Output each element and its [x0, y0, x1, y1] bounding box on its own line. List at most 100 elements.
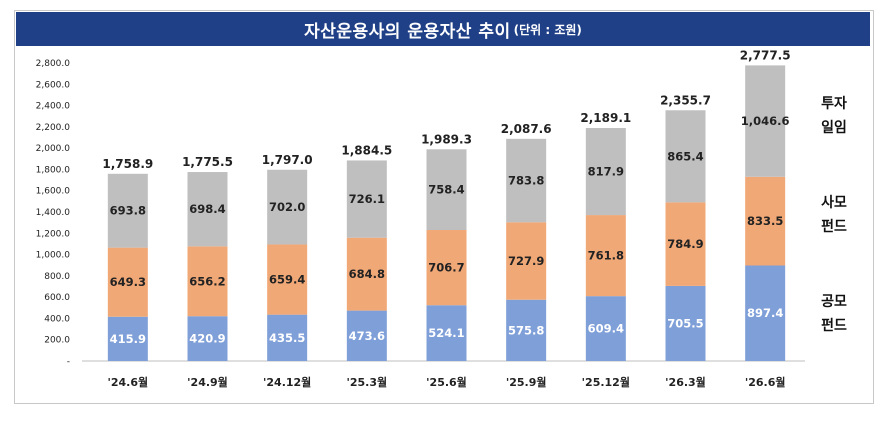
bar-label-public: 524.1 [428, 326, 464, 340]
bar-total-label: 1,775.5 [182, 155, 233, 169]
bar-segment-investment [585, 128, 626, 216]
bar-segment-investment [267, 169, 308, 245]
bar-total-label: 2,355.7 [660, 93, 711, 107]
bar-label-private: 649.3 [110, 275, 146, 289]
bar-segment-public [426, 305, 467, 361]
bar-label-private: 656.2 [189, 274, 225, 288]
legend-investment-line2: 일임 [821, 120, 847, 136]
y-tick-label: 1,800.0 [36, 165, 71, 175]
y-tick-label: 2,200.0 [36, 123, 71, 133]
bar-segment-investment [346, 160, 387, 238]
bar-total-label: 1,989.3 [421, 132, 472, 146]
bar-label-public: 473.6 [349, 329, 385, 343]
bar-label-public: 705.5 [667, 316, 703, 330]
bar-label-investment: 758.4 [428, 183, 464, 197]
y-tick-label: 600.0 [44, 293, 70, 303]
x-tick-label: '26.3월 [665, 375, 706, 389]
bar-segment-public [665, 285, 706, 361]
y-tick-label: 2,000.0 [36, 144, 71, 154]
bar-segment-private [745, 176, 786, 266]
bar-segment-private [346, 237, 387, 311]
x-tick-label: '24.12월 [263, 375, 311, 389]
y-tick-label: 2,600.0 [36, 80, 71, 90]
bars: 415.9 649.3 693.8 1,758.9 420.9 656.2 698.4 1,7… [102, 48, 791, 361]
y-tick-label: 2,800.0 [36, 59, 71, 69]
y-tick-label: 800.0 [44, 272, 70, 282]
bar-label-investment: 783.8 [508, 174, 544, 188]
x-tick-label: '24.9월 [187, 375, 228, 389]
x-tick-label: '24.6월 [108, 375, 149, 389]
legend-investment-line1: 투자 [821, 96, 847, 112]
bar-total-label: 1,884.5 [341, 143, 392, 157]
bar-total-label: 1,758.9 [102, 157, 153, 171]
chart-title-bar: 자산운용사의 운용자산 추이 (단위 : 조원) [16, 12, 870, 46]
bar-segment-private [187, 246, 228, 317]
bar-label-public: 415.9 [110, 332, 146, 346]
legend-investment: 투자 일임 [812, 92, 856, 140]
chart-title: 자산운용사의 운용자산 추이 [304, 21, 511, 42]
y-tick-label: 1,200.0 [36, 229, 71, 239]
bar-segment-public [187, 316, 228, 361]
bar-label-private: 784.9 [667, 237, 703, 251]
bar-segment-private [585, 215, 626, 297]
x-tick-label: '25.3월 [347, 375, 388, 389]
x-tick-label: '25.12월 [582, 375, 630, 389]
x-tick-label: '25.9월 [506, 375, 547, 389]
bar-segment-public [107, 316, 148, 361]
y-tick-label: - [67, 357, 70, 367]
bar-label-investment: 693.8 [110, 204, 146, 218]
legend-public-line2: 펀드 [821, 318, 847, 334]
bar-segment-private [506, 222, 547, 300]
bar-label-investment: 865.4 [667, 149, 703, 163]
bar-label-public: 420.9 [189, 332, 225, 346]
x-tick-label: '26.6월 [745, 375, 786, 389]
bar-segment-private [267, 244, 308, 315]
bar-segment-investment [426, 149, 467, 231]
bar-label-private: 727.9 [508, 254, 544, 268]
y-tick-label: 200.0 [44, 336, 70, 346]
bar-segment-private [107, 247, 148, 317]
bar-label-public: 435.5 [269, 331, 305, 345]
bar-label-private: 706.7 [428, 261, 464, 275]
bar-label-private: 833.5 [747, 214, 783, 228]
legend-private-line1: 사모 [821, 195, 847, 211]
bar-label-investment: 702.0 [269, 200, 305, 214]
bar-label-investment: 817.9 [588, 165, 624, 179]
bar-segment-investment [745, 65, 786, 177]
y-tick-label: 1,000.0 [36, 251, 71, 261]
bar-label-public: 609.4 [588, 322, 624, 336]
legend-private-line2: 펀드 [821, 219, 847, 235]
bar-total-label: 2,087.6 [501, 122, 552, 136]
legend-public-line1: 공모 [821, 294, 847, 310]
bar-segment-public [506, 299, 547, 361]
bar-label-investment: 726.1 [349, 192, 385, 206]
bar-segment-investment [107, 173, 148, 248]
bar-segment-private [665, 202, 706, 286]
y-tick-label: 2,400.0 [36, 102, 71, 112]
bar-total-label: 2,777.5 [740, 48, 791, 62]
bar-segment-investment [506, 138, 547, 223]
bar-segment-public [267, 314, 308, 361]
bar-label-private: 659.4 [269, 273, 305, 287]
y-tick-label: 1,600.0 [36, 187, 71, 197]
legend-public: 공모 펀드 [812, 290, 856, 338]
bar-label-private: 761.8 [588, 249, 624, 263]
bar-segment-public [745, 265, 786, 361]
bar-segment-investment [187, 172, 228, 247]
bar-segment-public [585, 296, 626, 361]
y-tick-label: 400.0 [44, 314, 70, 324]
chart-unit: (단위 : 조원) [513, 22, 582, 37]
bar-segment-private [426, 230, 467, 306]
bar-label-investment: 698.4 [189, 202, 225, 216]
y-tick-label: 1,400.0 [36, 208, 71, 218]
x-axis-labels: '24.6월 '24.9월 '24.12월 '25.3월 '25.6월 '25.9월 '25… [108, 375, 786, 389]
bar-label-public: 897.4 [747, 306, 783, 320]
legend-private: 사모 펀드 [812, 191, 856, 239]
bar-total-label: 1,797.0 [262, 153, 313, 167]
bar-label-public: 575.8 [508, 323, 544, 337]
bar-segment-public [346, 310, 387, 361]
bar-label-private: 684.8 [349, 267, 385, 281]
bar-label-investment: 1,046.6 [741, 114, 790, 128]
x-tick-label: '25.6월 [426, 375, 467, 389]
